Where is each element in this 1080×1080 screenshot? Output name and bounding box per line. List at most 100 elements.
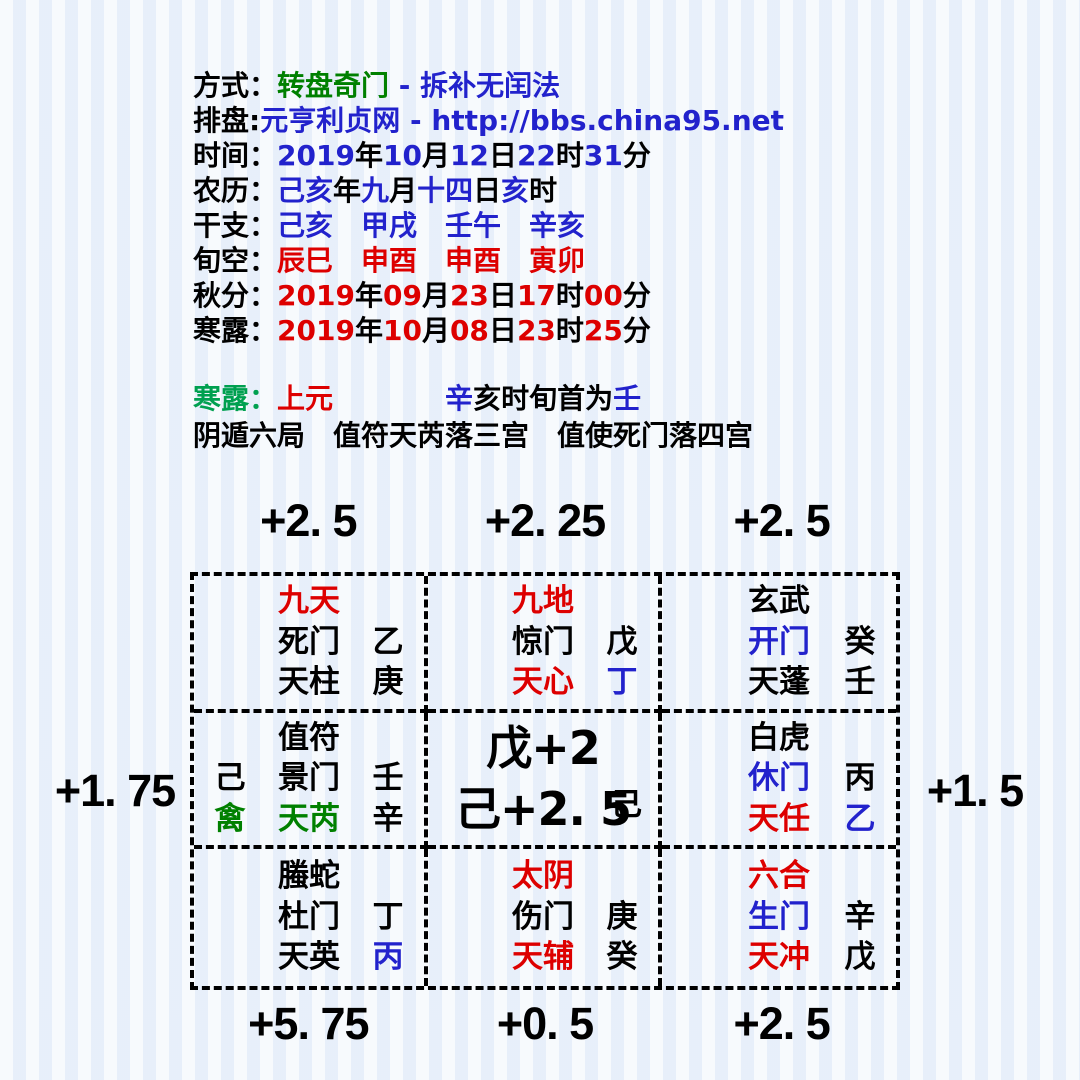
heaven-stem: 丁 <box>372 898 404 935</box>
star-label: 天任 <box>748 800 810 837</box>
gate-row: 惊门戊 <box>428 623 658 661</box>
text-segment: 分 <box>622 279 651 312</box>
center-stem: 己 <box>611 787 642 824</box>
gate-row: 杜门丁 <box>194 898 424 936</box>
text-segment: 分 <box>622 314 651 347</box>
info-line-xunkong: 旬空： 辰巳 申酉 申酉 寅卯 <box>193 243 784 278</box>
text-segment: 22 <box>516 139 556 172</box>
palace-top-middle: 九地 惊门戊 天心丁 <box>428 576 662 713</box>
deity-row: 玄武 <box>662 583 896 620</box>
info-line-time: 时间： 2019年10月12日22时31分 <box>193 138 784 173</box>
earth-stem: 丁 <box>606 664 638 701</box>
info-label: 寒露： <box>193 314 278 347</box>
earth-stem: 丙 <box>372 939 404 976</box>
summary-line-ju: 阴遁六局 值符天芮落三宫 值使死门落四宫 <box>193 419 754 452</box>
info-value: 2019年10月12日22时31分 <box>277 138 651 173</box>
palace-extra <box>194 625 266 661</box>
deity-row: 白虎 <box>662 719 896 757</box>
palace-top-left: 九天 死门乙 天柱庚 <box>194 576 428 713</box>
text-segment: 元亨利贞网 <box>260 104 401 137</box>
palace-extra <box>662 900 734 936</box>
text-segment: 08 <box>449 314 489 347</box>
earth-stem: 辛 <box>372 800 404 837</box>
deity-label: 太阴 <box>512 858 574 895</box>
deity-row: 螣蛇 <box>194 859 424 895</box>
info-line-lunar: 农历： 己亥年九月十四日亥时 <box>193 173 784 208</box>
text-segment: 年 <box>354 139 383 172</box>
star-row: 天心丁 <box>428 664 658 701</box>
palace-extra <box>662 625 734 661</box>
text-segment: 2019 <box>277 314 355 347</box>
info-line-ganzhi: 干支： 己亥 甲戌 壬午 辛亥 <box>193 208 784 243</box>
star-row: 天冲戊 <box>662 940 896 976</box>
text-segment: 亥时旬首为 <box>473 382 614 415</box>
text-segment: 00 <box>583 279 623 312</box>
heaven-stem: 乙 <box>372 623 404 660</box>
gate-label: 休门 <box>748 760 810 797</box>
info-value: 2019年09月23日17时00分 <box>277 278 651 313</box>
star-row: 天任乙 <box>662 800 896 838</box>
text-segment: 日 <box>488 314 517 347</box>
text-segment: 月 <box>421 279 450 312</box>
palace-extra: 己 <box>214 760 246 797</box>
gate-row: 休门丙 <box>662 761 896 797</box>
text-segment: 分 <box>622 139 651 172</box>
heaven-stem: 丙 <box>844 760 876 797</box>
heaven-stem: 壬 <box>372 760 404 797</box>
text-segment: 23 <box>449 279 489 312</box>
palace-bottom-right: 六合 生门辛 天冲戊 <box>662 849 896 986</box>
palace-extra <box>428 625 500 661</box>
text-segment: 月 <box>421 314 450 347</box>
star-row: 天柱庚 <box>194 664 424 701</box>
star-label: 天蓬 <box>748 664 810 701</box>
heaven-stem: 庚 <box>606 898 638 935</box>
text-segment: - <box>389 69 421 102</box>
text-segment: 年 <box>333 174 362 207</box>
info-label: 秋分： <box>193 279 278 312</box>
palace-center: 戊+2 己+2. 5 己 <box>428 712 662 850</box>
heaven-stem: 戊 <box>606 623 638 660</box>
gate-label: 杜门 <box>278 898 340 935</box>
palace-bottom-left: 螣蛇 杜门丁 天英丙 <box>194 849 428 986</box>
info-label: 时间： <box>193 139 278 172</box>
info-label: 方式： <box>193 69 278 102</box>
info-label: 旬空： <box>193 244 278 277</box>
deity-label: 六合 <box>748 858 810 895</box>
gate-label: 生门 <box>748 898 810 935</box>
center-score-line-1: 戊+2 <box>486 721 601 776</box>
palace-extra: 禽 <box>214 800 246 837</box>
text-segment: 时 <box>529 174 558 207</box>
star-label: 天英 <box>278 939 340 976</box>
text-segment: 拆补无闰法 <box>420 69 561 102</box>
earth-stem: 乙 <box>844 800 876 837</box>
info-value: 己亥年九月十四日亥时 <box>277 173 557 208</box>
earth-stem: 癸 <box>606 939 638 976</box>
text-segment: 17 <box>516 279 556 312</box>
text-segment: 九 <box>361 174 390 207</box>
score-row-top: +2. 5 +2. 25 +2. 5 <box>190 495 900 547</box>
star-label: 天心 <box>512 664 574 701</box>
star-row: 天蓬壬 <box>662 664 896 701</box>
score-bottom-left: +5. 75 <box>248 998 369 1049</box>
summary-value: 上元 辛亥时旬首为壬 <box>277 380 641 417</box>
summary-label: 寒露： <box>193 382 278 415</box>
deity-row: 九天 <box>194 583 424 620</box>
palace-extra <box>428 665 500 701</box>
text-segment: - <box>400 104 432 137</box>
text-segment: 日 <box>488 139 517 172</box>
deity-label: 白虎 <box>748 719 810 756</box>
info-value: 元亨利贞网 - http://bbs.china95.net <box>260 103 784 138</box>
info-line-source: 排盘: 元亨利贞网 - http://bbs.china95.net <box>193 103 784 138</box>
deity-row: 值符 <box>194 720 424 757</box>
score-bottom-right: +2. 5 <box>733 998 831 1049</box>
text-segment: 转盘奇门 <box>277 69 390 102</box>
score-top-middle: +2. 25 <box>484 495 606 546</box>
heaven-stem: 癸 <box>844 623 876 660</box>
palace-extra <box>662 802 734 838</box>
text-segment: 辰巳 申酉 申酉 寅卯 <box>277 244 586 277</box>
score-top-left: +2. 5 <box>260 495 357 546</box>
gate-label: 死门 <box>278 623 340 660</box>
text-segment: 日 <box>473 174 502 207</box>
palace-extra <box>194 940 266 976</box>
center-score-line-2: 己+2. 5 <box>454 781 632 836</box>
